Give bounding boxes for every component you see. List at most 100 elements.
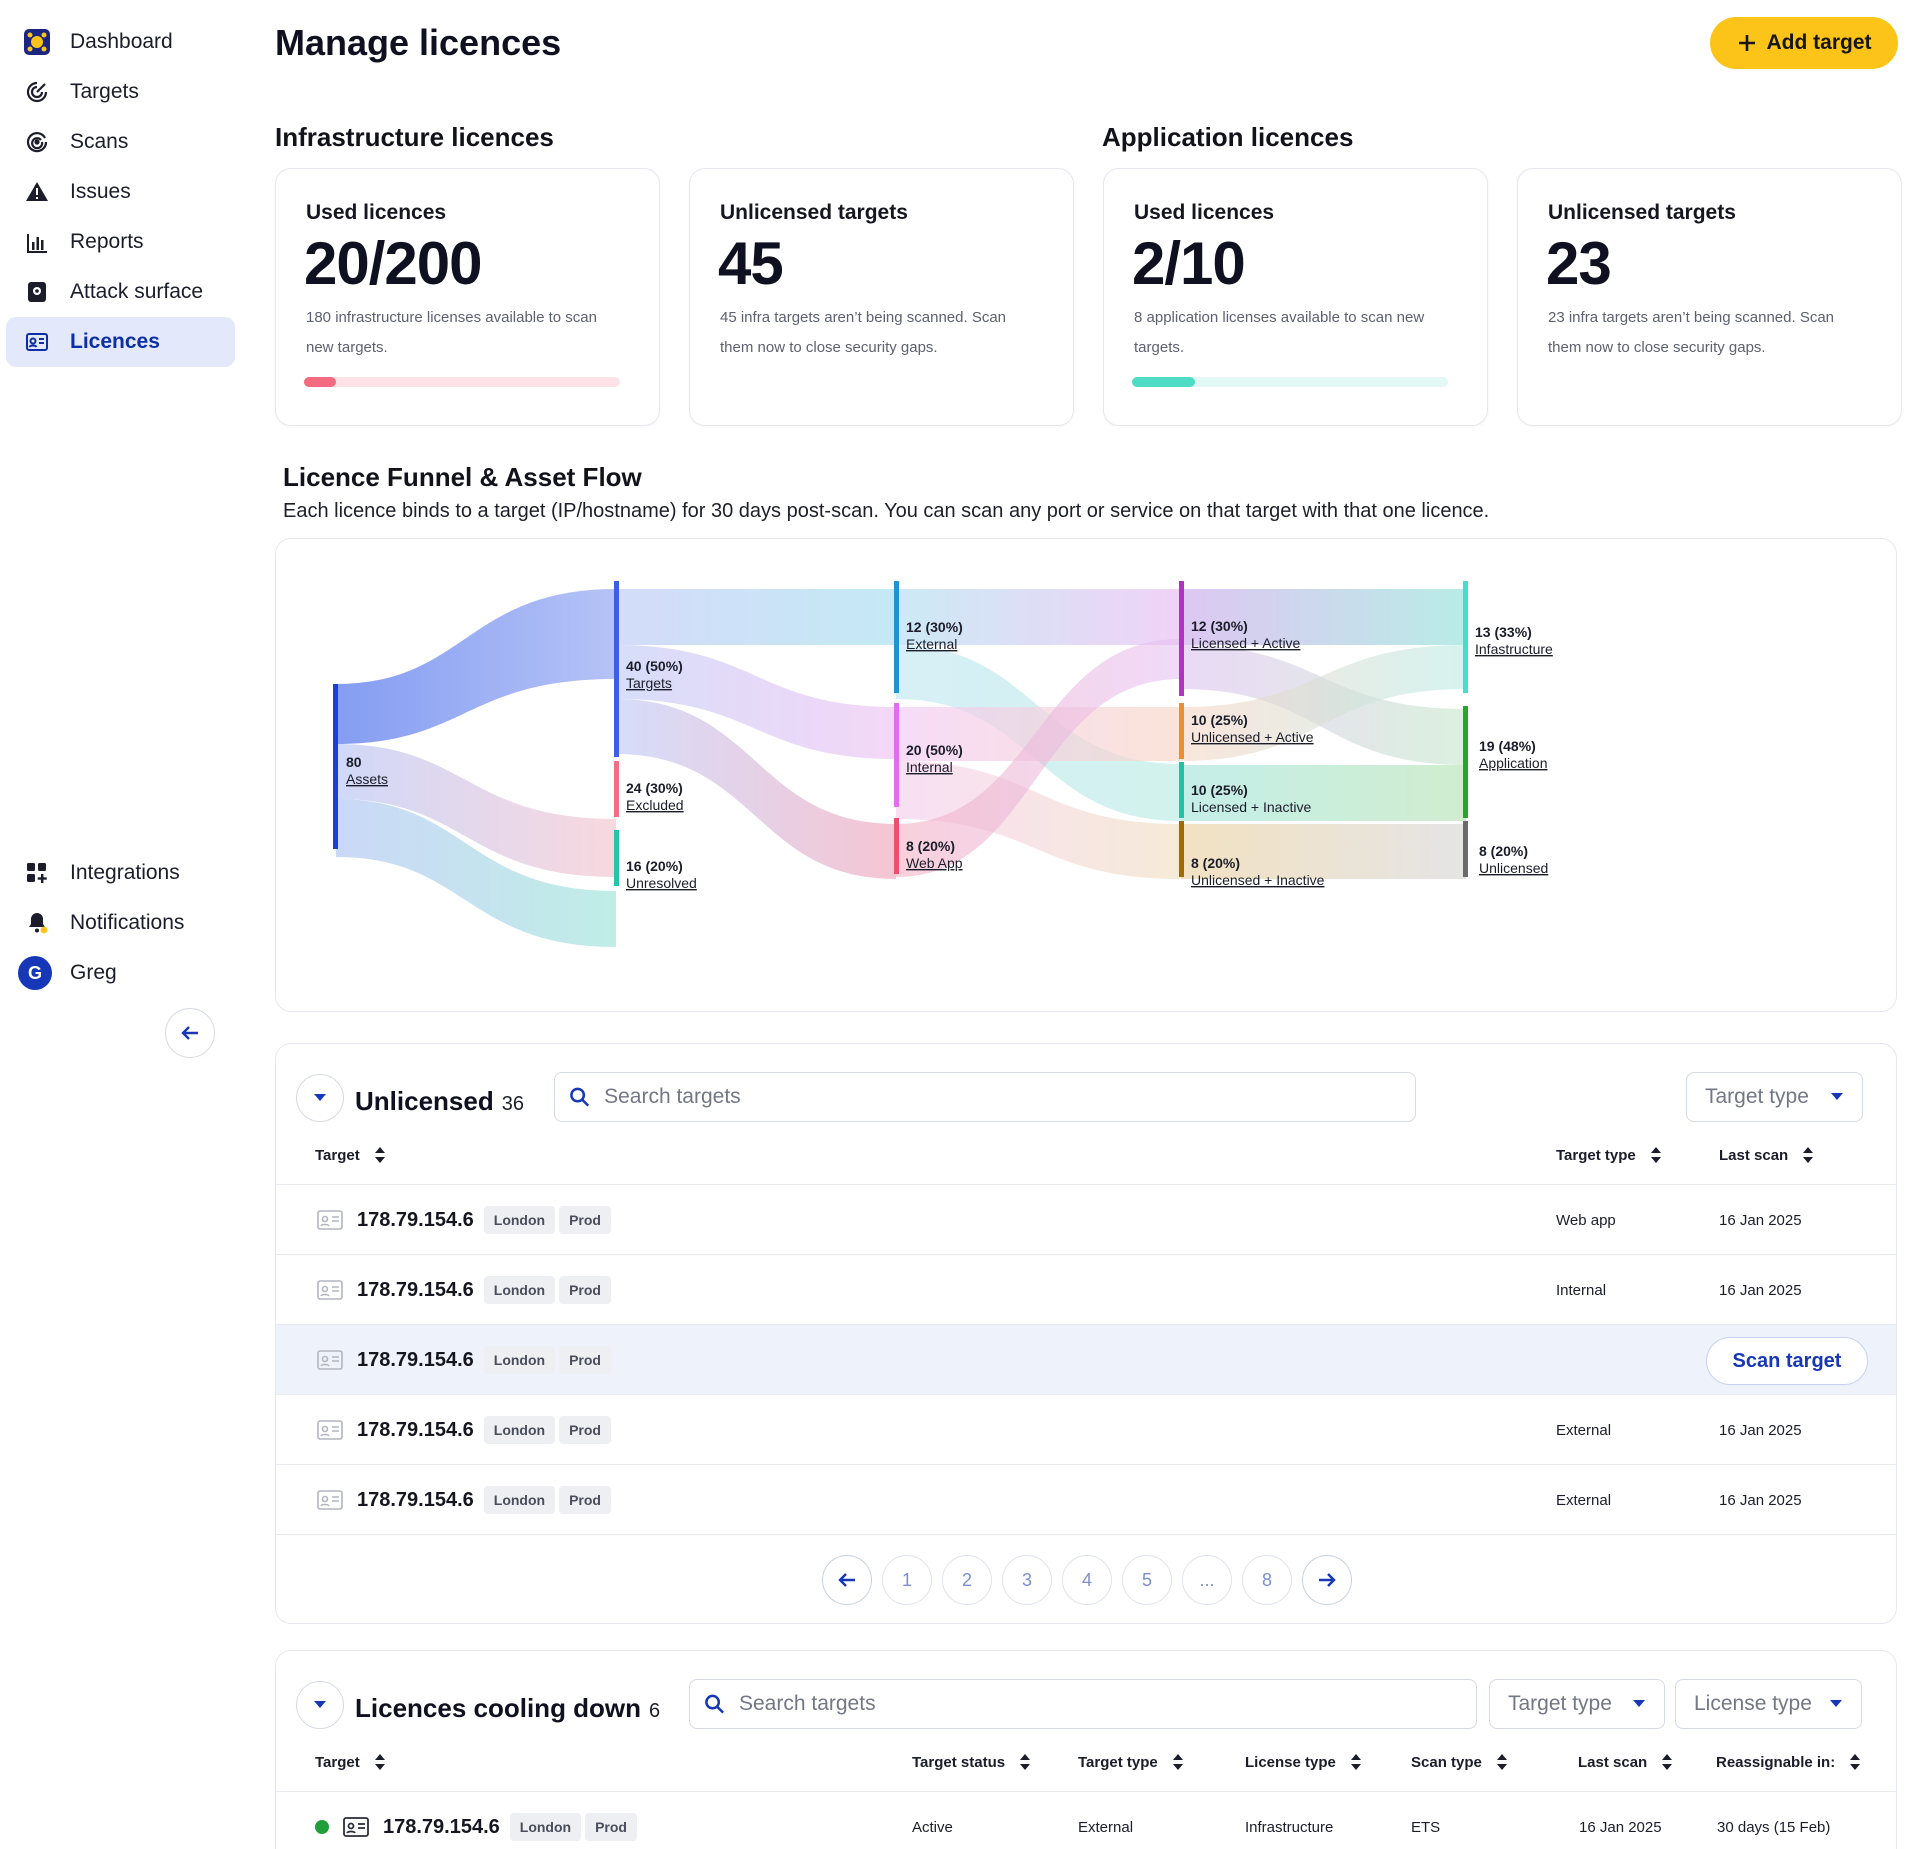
column-header-label: Last scan: [1578, 1753, 1648, 1771]
scan-type-cell: ETS: [1411, 1818, 1441, 1836]
select-value: Target type: [1508, 1692, 1612, 1715]
link-webapp-licensed-active: [896, 639, 1181, 877]
sidebar-item-integrations[interactable]: Integrations: [6, 848, 235, 898]
page-button[interactable]: 2: [942, 1555, 992, 1605]
caret-down-icon: [314, 1701, 326, 1708]
node-unlicensed-inactive: [1179, 821, 1184, 877]
sidebar-item-issues[interactable]: Issues: [6, 167, 235, 217]
sidebar-item-attack-surface[interactable]: Attack surface: [6, 267, 235, 317]
node-unlicensed: [1463, 821, 1468, 877]
target-type-select[interactable]: Target type: [1686, 1072, 1863, 1122]
select-value: Target type: [1705, 1085, 1809, 1108]
sidebar-item-licences[interactable]: Licences: [6, 317, 235, 367]
progress-bar: [1132, 377, 1448, 387]
table-count: 6: [649, 1700, 661, 1722]
column-header-scan-type[interactable]: Scan type: [1411, 1753, 1508, 1771]
label-infra-value: 13 (33%): [1475, 624, 1532, 640]
sankey-labels: 80 Assets 40 (50%) Targets 24 (30%) Excl…: [346, 618, 1553, 891]
prev-page-button[interactable]: [822, 1555, 872, 1605]
column-header-label: Last scan: [1719, 1146, 1789, 1164]
sort-icon: [1650, 1147, 1661, 1163]
table-title: Unlicensed 36: [355, 1086, 524, 1117]
node-licensed-inactive: [1179, 762, 1184, 818]
table-row[interactable]: 178.79.154.6 London Prod Active External…: [276, 1791, 1896, 1849]
pagination-row: 1 2 3 4 5 ... 8: [276, 1534, 1896, 1623]
search-input[interactable]: [739, 1692, 1476, 1716]
next-page-button[interactable]: [1302, 1555, 1352, 1605]
node-external: [894, 581, 899, 693]
scan-target-button[interactable]: Scan target: [1706, 1337, 1868, 1385]
sidebar-item-reports[interactable]: Reports: [6, 217, 235, 267]
environment-tag: Prod: [559, 1486, 611, 1514]
label-external-name: External: [906, 636, 957, 652]
collapse-toggle-button[interactable]: [296, 1681, 344, 1729]
sort-icon: [1172, 1754, 1183, 1770]
page-button[interactable]: 5: [1122, 1555, 1172, 1605]
target-cell: 178.79.154.6 London Prod: [317, 1255, 611, 1325]
column-header-reassignable[interactable]: Reassignable in:: [1716, 1753, 1861, 1771]
node-internal: [894, 703, 899, 807]
card-value: 45: [718, 230, 784, 297]
last-scan-cell: 16 Jan 2025: [1719, 1421, 1802, 1439]
table-row[interactable]: 178.79.154.6 London Prod External 16 Jan…: [276, 1394, 1896, 1465]
host-icon: [317, 1280, 343, 1300]
target-ip: 178.79.154.6: [383, 1815, 500, 1838]
target-ip: 178.79.154.6: [357, 1208, 474, 1231]
sidebar-item-scans[interactable]: Scans: [6, 117, 235, 167]
table-row-hovered[interactable]: 178.79.154.6 London Prod Scan target: [276, 1324, 1896, 1394]
column-header-target-status[interactable]: Target status: [912, 1753, 1031, 1771]
progress-fill: [1132, 377, 1196, 387]
sidebar-item-label: Attack surface: [70, 280, 204, 303]
search-input[interactable]: [604, 1085, 1415, 1109]
chart-icon: [22, 227, 52, 257]
card-description: 45 infra targets aren’t being scanned. S…: [720, 309, 1007, 356]
status-dot: [315, 1820, 329, 1834]
page-ellipsis: ...: [1182, 1555, 1232, 1605]
target-type-cell: Internal: [1556, 1281, 1607, 1299]
location-tag: London: [483, 1346, 556, 1374]
column-header-target-type[interactable]: Target type: [1078, 1753, 1184, 1771]
app-unlicensed-card: Unlicensed targets 23 23 infra targets a…: [1517, 168, 1902, 426]
label-internal-name: Internal: [906, 759, 953, 775]
environment-tag: Prod: [559, 1346, 611, 1374]
caret-down-icon: [1830, 1700, 1842, 1707]
column-header-last-scan[interactable]: Last scan: [1719, 1146, 1814, 1164]
arrow-left-icon: [838, 1573, 855, 1587]
cooling-table-card: Licences cooling down 6 Target type Licen…: [275, 1650, 1897, 1849]
card-label: Used licences: [1134, 201, 1275, 224]
license-type-select[interactable]: License type: [1675, 1679, 1862, 1729]
column-header-target[interactable]: Target: [315, 1146, 386, 1164]
sidebar-item-dashboard[interactable]: Dashboard: [6, 17, 235, 67]
warning-icon: [22, 177, 52, 207]
target-cell: 178.79.154.6 London Prod: [317, 1395, 611, 1465]
column-header-target-type[interactable]: Target type: [1556, 1146, 1662, 1164]
table-row[interactable]: 178.79.154.6 London Prod Web app 16 Jan …: [276, 1184, 1896, 1254]
node-excluded: [614, 761, 619, 817]
sidebar-item-label: Dashboard: [70, 30, 173, 53]
column-header-license-type[interactable]: License type: [1245, 1753, 1362, 1771]
sidebar-item-targets[interactable]: Targets: [6, 67, 235, 117]
column-header-label: License type: [1245, 1753, 1336, 1771]
collapse-sidebar-button[interactable]: [165, 1008, 215, 1058]
page-button[interactable]: 4: [1062, 1555, 1112, 1605]
environment-tag: Prod: [559, 1416, 611, 1444]
target-type-cell: External: [1078, 1818, 1134, 1836]
column-header-target[interactable]: Target: [315, 1753, 386, 1771]
sidebar-item-notifications[interactable]: Notifications: [6, 898, 235, 948]
add-target-button[interactable]: Add target: [1710, 17, 1898, 69]
page-button[interactable]: 8: [1242, 1555, 1292, 1605]
page-button[interactable]: 1: [882, 1555, 932, 1605]
table-title: Licences cooling down 6: [355, 1693, 660, 1724]
page-button[interactable]: 3: [1002, 1555, 1052, 1605]
search-icon: [705, 1694, 724, 1714]
collapse-toggle-button[interactable]: [296, 1074, 344, 1122]
target-type-select[interactable]: Target type: [1489, 1679, 1665, 1729]
link-assets-targets: [336, 589, 616, 744]
sidebar-item-profile[interactable]: G Greg: [6, 948, 235, 998]
label-excluded-value: 24 (30%): [626, 780, 683, 796]
environment-tag: Prod: [585, 1813, 637, 1841]
funnel-title: Licence Funnel & Asset Flow: [283, 462, 642, 492]
table-row[interactable]: 178.79.154.6 London Prod External 16 Jan…: [276, 1464, 1896, 1534]
table-row[interactable]: 178.79.154.6 London Prod Internal 16 Jan…: [276, 1254, 1896, 1325]
column-header-last-scan[interactable]: Last scan: [1578, 1753, 1673, 1771]
